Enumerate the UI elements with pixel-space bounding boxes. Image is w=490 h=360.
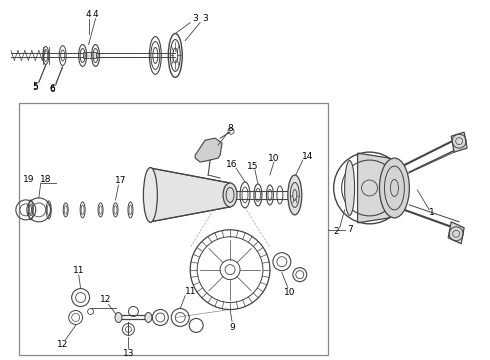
Text: 5: 5 xyxy=(32,83,38,92)
Bar xyxy=(83,53,96,58)
Text: 3: 3 xyxy=(202,14,208,23)
Ellipse shape xyxy=(344,161,355,215)
Text: 4: 4 xyxy=(93,10,98,19)
Polygon shape xyxy=(195,138,222,162)
Text: 14: 14 xyxy=(302,152,314,161)
Text: 6: 6 xyxy=(50,84,56,93)
Text: 3: 3 xyxy=(192,14,198,23)
Text: 5: 5 xyxy=(32,82,38,91)
Text: 15: 15 xyxy=(247,162,259,171)
Text: 9: 9 xyxy=(229,323,235,332)
Text: 11: 11 xyxy=(184,287,196,296)
Text: 17: 17 xyxy=(115,176,126,185)
Polygon shape xyxy=(150,168,230,222)
Text: 10: 10 xyxy=(268,154,280,163)
Text: 12: 12 xyxy=(100,295,111,304)
Polygon shape xyxy=(451,132,467,152)
Text: 19: 19 xyxy=(23,175,35,184)
Text: 18: 18 xyxy=(40,175,51,184)
Ellipse shape xyxy=(145,312,152,323)
Text: 16: 16 xyxy=(226,159,238,168)
Ellipse shape xyxy=(288,175,302,215)
Text: 4: 4 xyxy=(86,10,92,19)
Text: 13: 13 xyxy=(122,349,134,358)
Text: 10: 10 xyxy=(284,288,295,297)
Polygon shape xyxy=(358,153,409,223)
Ellipse shape xyxy=(223,183,237,207)
Text: 12: 12 xyxy=(57,340,69,349)
Text: 11: 11 xyxy=(73,266,84,275)
Polygon shape xyxy=(448,222,464,244)
Ellipse shape xyxy=(144,167,157,222)
Text: 1: 1 xyxy=(429,208,435,217)
Bar xyxy=(19,103,328,355)
Ellipse shape xyxy=(379,158,409,218)
Text: 6: 6 xyxy=(50,85,56,94)
Text: 2: 2 xyxy=(334,227,340,236)
Text: 8: 8 xyxy=(227,124,233,133)
Ellipse shape xyxy=(115,312,122,323)
Text: 7: 7 xyxy=(347,225,352,234)
